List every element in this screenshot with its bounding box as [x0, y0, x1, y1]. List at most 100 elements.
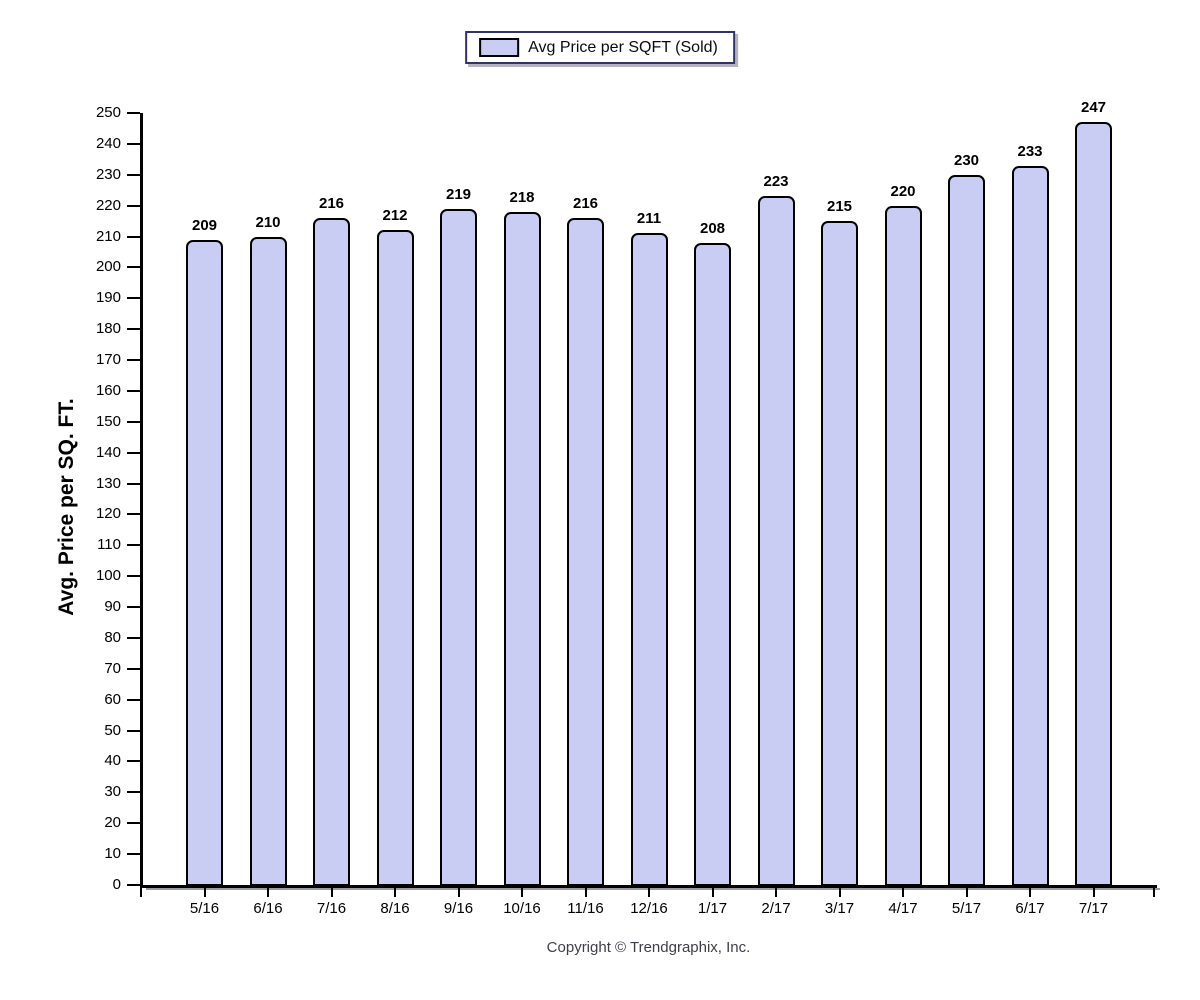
- y-axis-tick: [127, 451, 140, 454]
- y-axis-tick: [127, 853, 140, 856]
- bar-value-label: 211: [636, 210, 662, 228]
- x-axis-tick-label: 12/16: [630, 900, 668, 917]
- y-axis-tick: [127, 204, 140, 207]
- x-axis-tick: [203, 888, 206, 897]
- y-axis-tick: [127, 266, 140, 269]
- x-axis-tick: [965, 888, 968, 897]
- y-axis-tick: [127, 791, 140, 794]
- bar: [948, 174, 985, 885]
- bar-value-label: 216: [572, 195, 599, 212]
- y-axis-tick: [127, 359, 140, 362]
- bar: [884, 205, 922, 885]
- bar: [376, 230, 414, 885]
- x-axis-tick: [1092, 888, 1095, 897]
- x-axis-tick-label: 2/17: [761, 900, 791, 917]
- x-axis-tick-label: 9/16: [443, 900, 474, 917]
- bar: [440, 208, 477, 885]
- bar: [567, 218, 604, 885]
- x-axis-tick: [838, 888, 841, 897]
- bar: [1011, 165, 1049, 885]
- y-axis-tick-label: 170: [95, 351, 121, 369]
- y-axis-tick: [127, 389, 140, 392]
- y-axis-tick: [127, 482, 140, 485]
- bar: [313, 218, 350, 885]
- bar: [821, 221, 858, 885]
- bar: [249, 236, 287, 885]
- bar-value-label: 233: [1017, 142, 1043, 160]
- y-axis-tick-label: 220: [95, 196, 121, 214]
- bar: [503, 211, 541, 885]
- y-axis-tick: [127, 544, 140, 547]
- x-axis-tick-label: 7/16: [316, 900, 347, 917]
- x-axis-tick-label: 7/17: [1078, 900, 1109, 917]
- y-axis-tick: [127, 235, 140, 238]
- x-axis-tick: [394, 888, 396, 897]
- y-axis-tick-label: 230: [95, 165, 121, 183]
- y-axis-tick: [127, 636, 140, 639]
- x-axis-tick-label: 8/16: [380, 900, 410, 917]
- legend: Avg Price per SQFT (Sold): [465, 31, 735, 64]
- x-axis-tick: [775, 888, 777, 897]
- y-axis-tick-label: 60: [104, 690, 121, 708]
- x-axis-tick-label: 3/17: [824, 900, 855, 917]
- y-axis-tick-label: 180: [95, 320, 121, 338]
- x-axis-tick: [902, 888, 904, 897]
- y-axis-tick: [127, 173, 140, 176]
- x-axis-end-tick: [140, 888, 142, 897]
- y-axis-tick-label: 200: [95, 258, 121, 276]
- x-axis-tick-label: 11/16: [567, 900, 604, 917]
- y-axis-tick-label: 20: [104, 814, 121, 832]
- y-axis-tick-label: 250: [95, 104, 121, 121]
- bar-value-label: 210: [255, 213, 281, 231]
- y-axis-tick-label: 40: [104, 752, 121, 770]
- y-axis-tick: [127, 328, 140, 331]
- y-axis-tick: [127, 729, 140, 732]
- y-axis-tick-label: 240: [95, 134, 121, 152]
- y-axis-tick-label: 150: [95, 412, 121, 430]
- y-axis-tick: [127, 760, 140, 763]
- y-axis-tick-label: 120: [95, 505, 121, 523]
- y-axis-tick-label: 140: [95, 443, 121, 461]
- y-axis-tick: [127, 112, 140, 114]
- bar: [1075, 122, 1112, 885]
- x-axis-tick: [457, 888, 460, 897]
- x-axis-end-tick: [1153, 888, 1155, 897]
- x-axis-tick-label: 6/17: [1015, 900, 1045, 917]
- bar-value-label: 212: [382, 207, 408, 225]
- y-axis-tick-label: 100: [95, 567, 121, 585]
- x-axis-tick-label: 5/16: [189, 900, 220, 917]
- y-axis-tick: [127, 698, 140, 701]
- y-axis-tick-label: 130: [95, 474, 121, 492]
- y-axis-tick: [127, 420, 140, 423]
- y-axis-tick: [127, 606, 140, 609]
- x-axis-tick-label: 5/17: [951, 900, 982, 917]
- bar: [757, 196, 795, 885]
- y-axis-tick: [127, 822, 140, 825]
- x-axis-tick-label: 1/17: [697, 900, 728, 917]
- bar-value-label: 223: [763, 173, 789, 191]
- bar-value-label: 230: [953, 151, 980, 169]
- bar: [694, 242, 731, 885]
- x-axis-tick: [711, 888, 714, 897]
- legend-swatch-icon: [479, 38, 520, 57]
- y-axis-tick-label: 80: [104, 628, 121, 646]
- bar-value-label: 215: [826, 198, 853, 216]
- y-axis-tick: [127, 667, 140, 670]
- y-axis-tick-label: 190: [95, 289, 121, 307]
- y-axis-tick-label: 210: [95, 227, 121, 245]
- bar-value-label: 218: [509, 188, 535, 206]
- bar-value-label: 216: [318, 195, 345, 212]
- y-axis-tick: [127, 142, 140, 145]
- x-axis-tick-label: 10/16: [503, 900, 541, 917]
- x-axis-tick: [521, 888, 523, 897]
- x-axis-tick: [648, 888, 650, 897]
- y-axis-tick-label: 50: [104, 721, 121, 739]
- plot-area: 0 10 20 30 40 50 60 70 80 90 100 110 120 130 140 150 160…: [96, 99, 1160, 917]
- x-axis-tick: [330, 888, 333, 897]
- y-axis-tick: [127, 513, 140, 516]
- y-axis-tick-label: 160: [95, 381, 121, 399]
- y-axis-tick: [127, 297, 140, 300]
- x-axis-tick: [267, 888, 269, 897]
- copyright-text: Copyright © Trendgraphix, Inc.: [546, 939, 751, 956]
